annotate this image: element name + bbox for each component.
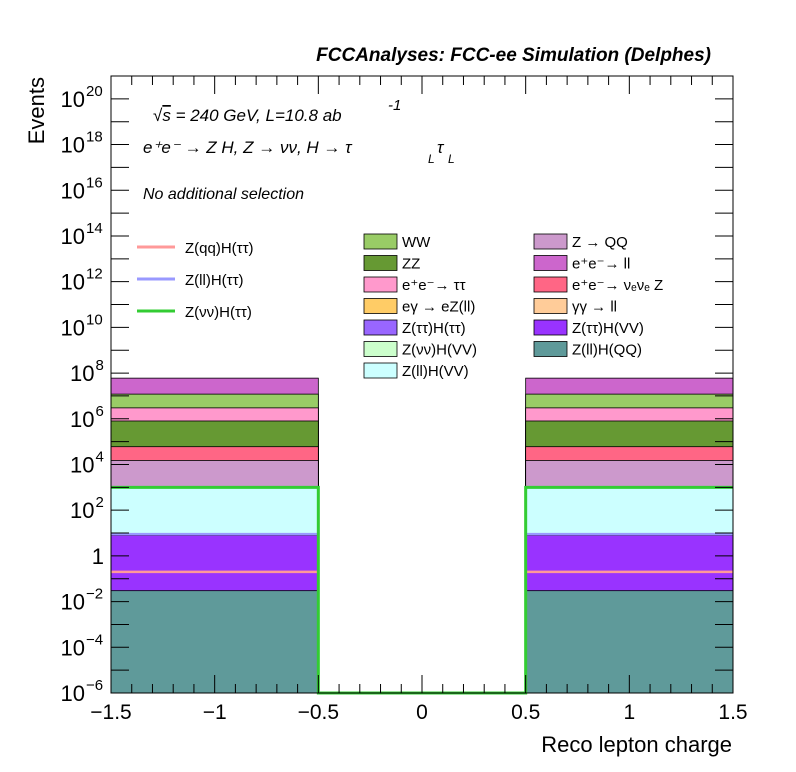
y-tick-label-base: 10 xyxy=(61,681,85,706)
y-tick-label-sup: 16 xyxy=(86,174,103,191)
legend-fill-label: e⁺e⁻→ ll xyxy=(572,256,630,273)
legend: Z(qq)H(ττ) Z(ll)H(ττ) Z(νν)H(ττ) WW ZZ e⁺e⁻→ … xyxy=(137,233,663,380)
y-tick-label-base: 10 xyxy=(61,133,85,158)
y-tick-label-base: 10 xyxy=(70,361,94,386)
legend-fill-swatch xyxy=(363,233,398,250)
annotation-process: e⁺e⁻ → Z H, Z → νν, H → τ L τ L xyxy=(143,138,455,166)
y-tick-label-base: 10 xyxy=(61,635,85,660)
y-tick-label: 10 10 xyxy=(61,311,103,340)
legend-fill-swatch xyxy=(363,362,398,379)
y-tick-label-sup: 8 xyxy=(96,357,104,374)
svg-text:√s = 240 GeV, L=10.8 ab: √s = 240 GeV, L=10.8 ab xyxy=(153,106,342,125)
y-tick-label-sup: −6 xyxy=(86,677,103,694)
y-tick-label: 10 −6 xyxy=(61,677,104,706)
legend-fill-label: Z(ττ)H(ττ) xyxy=(402,320,466,337)
x-tick-label: 1 xyxy=(623,701,635,724)
y-tick-label: 10 16 xyxy=(61,174,103,203)
y-tick-label-base: 10 xyxy=(70,452,94,477)
chart-title: FCCAnalyses: FCC-ee Simulation (Delphes) xyxy=(316,45,711,66)
y-tick-label: 10 −2 xyxy=(61,586,104,615)
legend-fill-label: WW xyxy=(402,234,431,251)
x-tick-label: 1.5 xyxy=(718,701,747,724)
legend-line-label: Z(νν)H(ττ) xyxy=(185,304,252,321)
legend-line-label: Z(qq)H(ττ) xyxy=(185,240,254,257)
legend-fill-label: Z → QQ xyxy=(572,234,628,251)
y-tick-label-base: 10 xyxy=(61,270,85,295)
y-tick-label: 10 6 xyxy=(70,403,104,432)
y-tick-label-sup: 18 xyxy=(86,129,103,146)
y-tick-label-sup: 12 xyxy=(86,266,103,283)
legend-fill-swatch xyxy=(363,341,398,357)
y-tick-label: 10 14 xyxy=(61,220,103,249)
y-tick-label-base: 10 xyxy=(61,87,85,112)
y-tick-label: 10 2 xyxy=(70,494,104,523)
y-tick-label-base: 1 xyxy=(92,544,104,569)
legend-fill-swatch xyxy=(533,341,568,357)
y-tick-label-sup: 10 xyxy=(86,311,103,328)
x-axis-label: Reco lepton charge xyxy=(541,732,732,757)
legend-fill-label: Z(ττ)H(VV) xyxy=(572,320,644,337)
sqrt-sign: √ xyxy=(153,106,163,125)
legend-fill-swatch xyxy=(533,255,568,271)
annotation-energy: √s = 240 GeV, L=10.8 ab -1 xyxy=(153,97,401,125)
legend-fill-label: γγ → ll xyxy=(572,299,617,316)
legend-fill-swatch xyxy=(363,276,398,293)
legend-fill-label: e⁺e⁻→ ττ xyxy=(402,277,466,294)
legend-fill-swatch xyxy=(533,298,568,314)
sqrt-s: s xyxy=(162,106,171,125)
y-tick-label-sup: 20 xyxy=(86,83,103,100)
y-tick-label: 10 4 xyxy=(70,448,104,477)
y-tick-label-sup: 14 xyxy=(86,220,103,237)
process-tau-2: τ xyxy=(437,138,445,157)
y-tick-label: 10 −4 xyxy=(61,631,104,660)
y-tick-label-base: 10 xyxy=(70,498,94,523)
y-tick-label-sup: 4 xyxy=(96,448,104,465)
y-tick-label-base: 10 xyxy=(61,315,85,340)
y-tick-label-sup: 2 xyxy=(96,494,104,511)
legend-fill-swatch xyxy=(533,233,568,250)
legend-fill-label: ZZ xyxy=(402,256,420,273)
x-tick-label: −1 xyxy=(203,701,227,724)
y-tick-label-sup: −2 xyxy=(86,586,103,603)
x-tick-label: −0.5 xyxy=(298,701,339,724)
selection-text: No additional selection xyxy=(143,186,304,203)
legend-fill-label: eγ → eZ(ll) xyxy=(402,299,475,316)
y-tick-label-base: 10 xyxy=(70,407,94,432)
legend-line-label: Z(ll)H(ττ) xyxy=(185,272,244,289)
y-tick-label-base: 10 xyxy=(61,224,85,249)
legend-fill-swatch xyxy=(533,319,568,336)
legend-fill-swatch xyxy=(363,319,398,336)
energy-text: = 240 GeV, L=10.8 ab xyxy=(171,106,342,125)
y-tick-label-sup: 6 xyxy=(96,403,104,420)
y-tick-label-base: 10 xyxy=(61,590,85,615)
y-tick-label: 10 12 xyxy=(61,266,103,295)
y-tick-label: 10 20 xyxy=(61,83,103,112)
legend-fill-label: e⁺e⁻→ νₑνₑ Z xyxy=(572,277,663,294)
y-tick-label: 10 8 xyxy=(70,357,104,386)
y-tick-label-base: 10 xyxy=(61,178,85,203)
legend-fill-swatch xyxy=(533,276,568,293)
x-tick-label: 0 xyxy=(416,701,428,724)
x-tick-label: −1.5 xyxy=(90,701,131,724)
x-tick-label: 0.5 xyxy=(511,701,540,724)
legend-fill-swatch xyxy=(363,298,398,314)
y-tick-label: 10 18 xyxy=(61,129,103,158)
y-axis-label: Events xyxy=(24,77,49,144)
legend-fill-swatch xyxy=(363,255,398,271)
y-tick-label-sup: −4 xyxy=(86,631,103,648)
process-sub-2: L xyxy=(448,152,455,166)
legend-fill-label: Z(νν)H(VV) xyxy=(402,342,477,359)
legend-fill-label: Z(ll)H(VV) xyxy=(402,363,469,380)
legend-fill-label: Z(ll)H(QQ) xyxy=(572,342,642,359)
energy-unit-sup: -1 xyxy=(388,97,401,114)
process-text: e⁺e⁻ → Z H, Z → νν, H → τ xyxy=(143,138,353,157)
process-sub-1: L xyxy=(428,152,435,166)
y-tick-label: 1 xyxy=(92,544,104,569)
